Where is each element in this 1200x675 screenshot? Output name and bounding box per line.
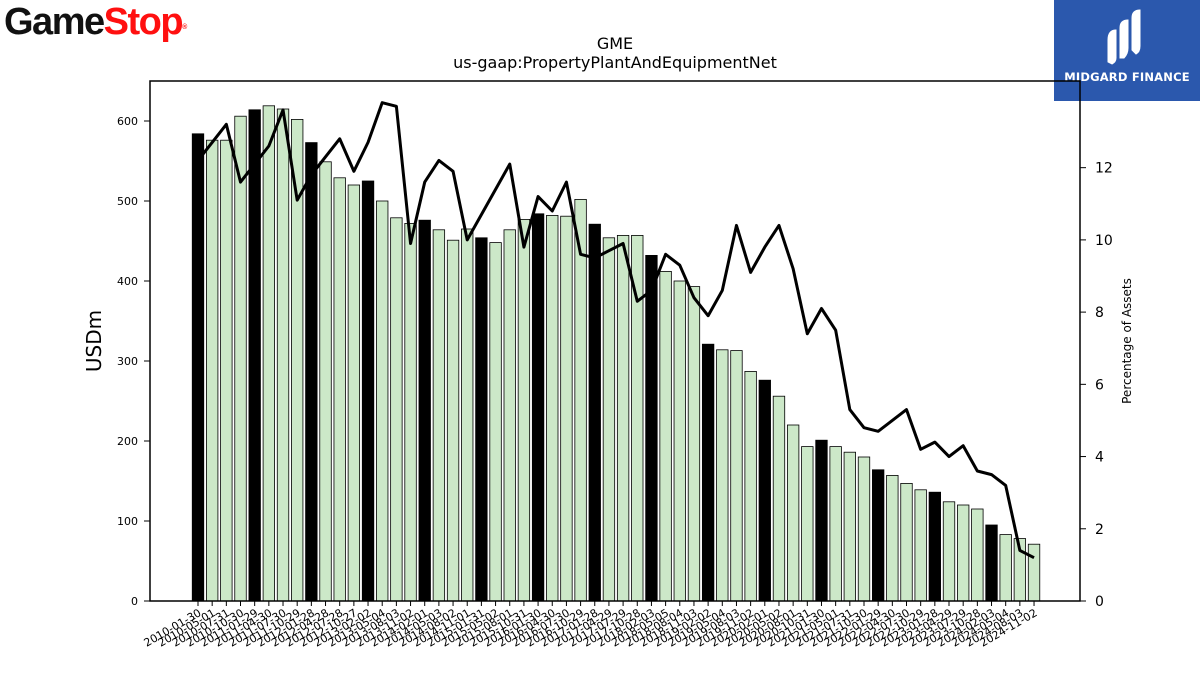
bar-2013-02-02 [361, 180, 375, 602]
y-tick-label-100: 100 [117, 515, 138, 528]
bar-2024-02-03 [985, 524, 998, 602]
bar-2013-08-03 [390, 217, 403, 602]
bar-2017-07-29 [616, 234, 630, 602]
bar-2023-10-28 [971, 508, 984, 602]
bar-2024-05-04 [999, 534, 1012, 602]
y2-tick-label-0: 0 [1095, 594, 1104, 610]
bar-2018-11-03 [687, 286, 701, 602]
y-tick-label-0: 0 [131, 595, 138, 608]
midgard-finance-label: MIDGARD FINANCE [1064, 70, 1190, 84]
y-tick-label-200: 200 [117, 435, 138, 448]
bar-2021-01-30 [815, 439, 828, 602]
gamestop-logo-stop: Stop [103, 1, 184, 43]
bar-2017-01-28 [588, 223, 601, 602]
y-axis-left: 0 100 200 300 400 500 600 [117, 115, 150, 608]
bar-2020-02-01 [758, 379, 771, 602]
bar-2021-05-01 [829, 446, 842, 602]
bar-2012-10-27 [347, 184, 361, 602]
y2-tick-label-4: 4 [1095, 450, 1104, 466]
bar-2023-04-29 [942, 501, 956, 602]
bar-2020-08-01 [786, 424, 800, 602]
y-axis-right: 0 2 4 6 8 10 12 [1080, 161, 1113, 610]
chart-title: GME [597, 34, 633, 53]
bar-2018-08-04 [673, 280, 686, 602]
bar-2015-10-31 [517, 218, 531, 602]
bar-2016-04-30 [546, 214, 559, 602]
y2-tick-label-2: 2 [1095, 522, 1104, 538]
bar-2023-07-29 [957, 504, 970, 602]
bar-2017-04-29 [602, 237, 616, 602]
chart-subtitle: us-gaap:PropertyPlantAndEquipmentNet [453, 53, 777, 72]
bar-2016-10-29 [574, 198, 587, 602]
gamestop-logo-mark: ® [182, 24, 187, 31]
bar-2014-02-01 [418, 219, 431, 602]
bar-2018-05-05 [659, 270, 672, 602]
y-tick-label-300: 300 [117, 355, 138, 368]
y-axis-label: USDm [82, 310, 106, 372]
bar-2019-08-03 [730, 350, 743, 602]
y-tick-label-600: 600 [117, 115, 138, 128]
midgard-m-icon [1107, 9, 1141, 65]
bar-2015-01-31 [475, 237, 488, 602]
bar-2022-07-30 [900, 482, 913, 602]
bar-2014-05-03 [432, 229, 446, 602]
bar-2024-11-02 [1027, 543, 1041, 602]
bar-2022-10-29 [914, 489, 927, 602]
y2-tick-label-6: 6 [1095, 377, 1104, 393]
bar-2023-01-28 [928, 491, 941, 602]
y-tick-label-400: 400 [117, 275, 138, 288]
bar-2016-07-30 [560, 215, 573, 602]
bar-2013-11-02 [404, 222, 417, 602]
gamestop-logo-game: Game [4, 1, 105, 43]
bar-2010-07-31 [220, 139, 233, 602]
plot-frame [149, 80, 1081, 602]
bar-2020-10-31 [801, 446, 814, 602]
y2-tick-label-10: 10 [1095, 233, 1113, 249]
bar-2012-07-28 [333, 177, 346, 602]
x-axis: 2010-01-302010-05-012010-07-312010-10-30… [142, 601, 1040, 650]
bar-2012-01-28 [305, 142, 318, 602]
bar-2021-07-31 [843, 451, 856, 602]
bar-2018-02-03 [645, 254, 658, 602]
bar-2015-08-01 [503, 229, 516, 602]
y2-tick-label-12: 12 [1095, 161, 1113, 177]
bar-2014-08-02 [446, 239, 460, 602]
bar-2012-04-28 [319, 161, 332, 602]
bar-2015-05-02 [489, 242, 502, 602]
bar-2019-05-04 [716, 349, 729, 602]
y-tick-label-500: 500 [117, 195, 138, 208]
bar-2019-02-02 [701, 343, 715, 602]
midgard-finance-logo: MIDGARD FINANCE [1054, 0, 1200, 101]
bar-2022-04-30 [886, 474, 899, 602]
bar-2011-04-30 [262, 105, 276, 602]
bar-2019-11-02 [744, 370, 757, 602]
bar-2021-10-30 [857, 456, 871, 602]
bar-2010-10-30 [234, 115, 247, 602]
y2-tick-label-8: 8 [1095, 305, 1104, 321]
bar-2011-01-29 [248, 109, 261, 602]
bar-2022-01-29 [872, 469, 885, 602]
gamestop-logo: GameStop® [4, 0, 187, 44]
bar-2010-05-01 [206, 139, 219, 602]
bar-group [191, 105, 1041, 602]
bar-2014-11-01 [461, 228, 474, 602]
bar-2011-07-30 [276, 108, 290, 602]
bar-2020-05-02 [772, 395, 786, 602]
bar-2010-01-30 [191, 133, 205, 602]
bar-2013-05-04 [376, 200, 389, 602]
percentage-line [196, 101, 1035, 560]
bar-2016-01-30 [531, 213, 545, 602]
y2-axis-label: Percentage of Assets [1120, 278, 1134, 404]
